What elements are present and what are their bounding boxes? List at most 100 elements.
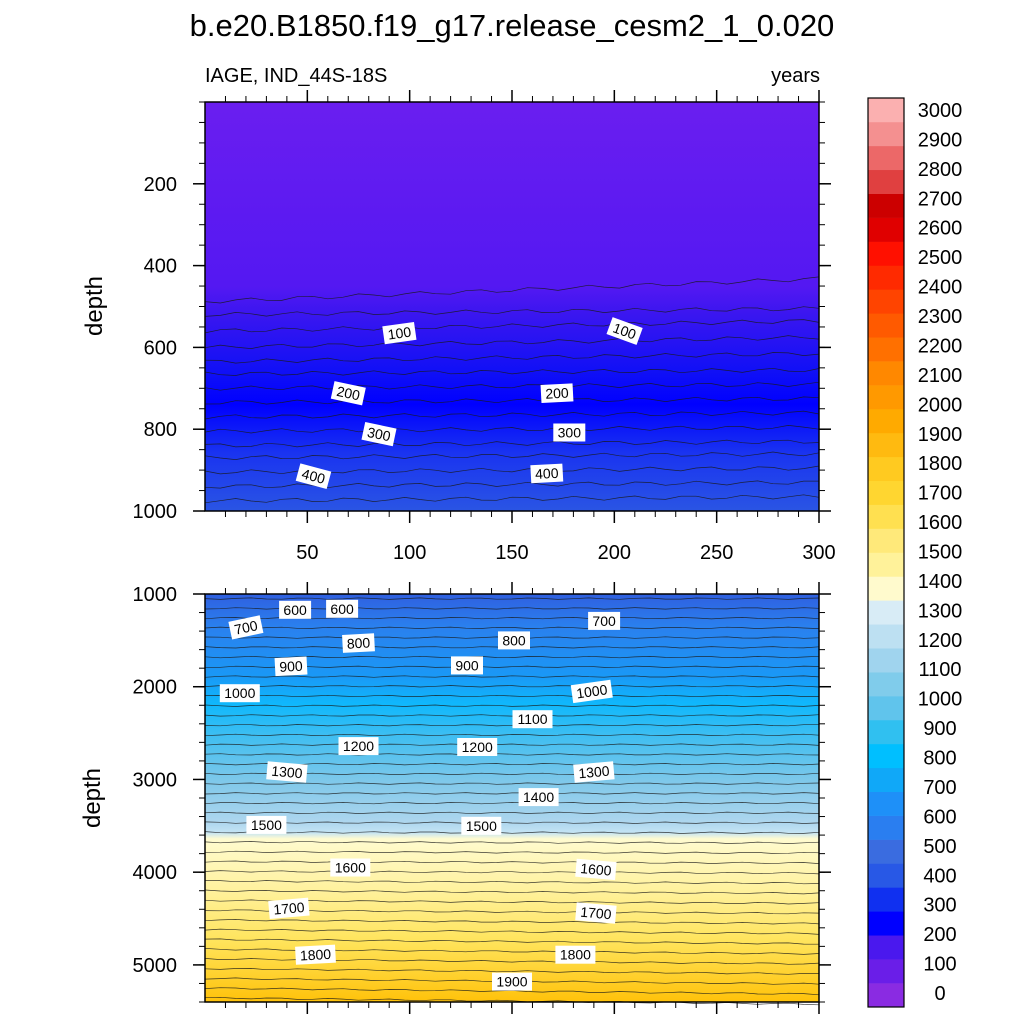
contour-label-text: 1300	[271, 763, 304, 782]
y-tick-label: 3000	[133, 769, 178, 791]
contour-label-bg	[330, 381, 366, 406]
colorbar-label: 100	[923, 954, 956, 976]
contour-line	[204, 870, 820, 875]
contour-label-text: 100	[611, 319, 639, 342]
contour-label-bg	[451, 656, 483, 675]
x-tick-label: 50	[296, 542, 318, 564]
x-tick-label: 150	[495, 542, 528, 564]
colorbar-label: 1800	[918, 453, 963, 475]
contour-label: 900	[451, 656, 483, 675]
contour-label-text: 1100	[517, 711, 547, 727]
colorbar-swatch	[868, 696, 904, 721]
contour-label-bg	[295, 944, 336, 965]
contour-line	[204, 425, 820, 434]
colorbar-swatch	[868, 98, 904, 123]
contour-line	[204, 451, 820, 460]
contour-line	[204, 494, 820, 504]
colorbar-label: 2600	[918, 218, 963, 240]
contour-label-bg	[498, 631, 530, 650]
lower-ylabel: depth	[79, 768, 106, 828]
colorbar-swatch	[868, 791, 904, 816]
colorbar-swatch	[868, 480, 904, 505]
colorbar-swatch	[868, 265, 904, 290]
contour-label-bg	[246, 815, 287, 834]
contour-line	[204, 704, 820, 707]
lower-plot-fill	[205, 594, 819, 1002]
colorbar-swatch	[868, 600, 904, 625]
colorbar-swatch	[868, 863, 904, 888]
y-tick-label: 600	[144, 337, 177, 359]
y-tick-label: 4000	[133, 862, 178, 884]
contour-line	[204, 763, 820, 766]
contour-line	[204, 753, 820, 756]
upper-ticks: 200 400 600 800 1000 50 100 150 200 250 300	[133, 90, 836, 564]
contour-label-text: 1000	[224, 685, 255, 701]
colorbar-label: 500	[923, 836, 956, 858]
contour-label-text: 600	[283, 602, 307, 618]
colorbar-label: 800	[923, 748, 956, 770]
colorbar-label: 1500	[918, 542, 963, 564]
colorbar-swatch	[868, 648, 904, 673]
contour-label: 1300	[573, 761, 615, 783]
contour-label-bg	[530, 463, 564, 484]
contour-line	[204, 724, 819, 727]
contour-label: 100	[606, 317, 643, 345]
contour-label-text: 700	[233, 617, 259, 638]
colorbar-frame	[867, 97, 905, 1008]
contour-line	[204, 968, 819, 975]
colorbar-swatch	[868, 911, 904, 936]
contour-label-bg	[279, 600, 312, 619]
y-tick-label: 2000	[133, 677, 178, 699]
colorbar-label: 2700	[918, 188, 963, 210]
y-tick-label: 800	[144, 419, 177, 441]
lower-plot-frame	[204, 593, 820, 1003]
contour-label: 1100	[512, 710, 553, 729]
colorbar-label: 900	[923, 718, 956, 740]
contour-label-bg	[330, 858, 371, 877]
colorbar-swatch	[868, 935, 904, 960]
contour-label: 1200	[457, 738, 498, 756]
contour-line	[204, 743, 820, 746]
contour-line	[204, 802, 820, 805]
colorbar-swatch	[868, 385, 904, 410]
contour-label-bg	[512, 710, 553, 729]
x-tick-label: 300	[802, 542, 835, 564]
colorbar-label: 2200	[918, 336, 963, 358]
upper-panel: 200 400 600 800 1000 50 100 150 200 250 300 100 100…	[81, 90, 836, 564]
contour-label-text: 800	[502, 632, 526, 648]
contour-line	[204, 626, 820, 629]
contour-label: 400	[295, 463, 332, 490]
contour-label-bg	[295, 463, 332, 490]
contour-label: 1400	[518, 788, 559, 807]
contour-label-bg	[588, 611, 621, 630]
contour-line	[204, 694, 820, 698]
contour-label-bg	[338, 737, 379, 756]
contour-line	[204, 841, 820, 844]
contour-label: 1500	[461, 816, 502, 835]
contour-line	[204, 850, 820, 854]
contour-label-text: 800	[346, 634, 370, 651]
colorbar-label: 1100	[918, 659, 961, 681]
contour-line	[204, 396, 820, 405]
contour-label: 900	[274, 656, 308, 677]
contour-label: 800	[498, 631, 530, 650]
colorbar-label: 1400	[918, 571, 963, 593]
contour-line	[204, 352, 820, 364]
contour-label-bg	[553, 423, 586, 442]
contour-label: 1800	[295, 944, 336, 965]
colorbar-label: 3000	[918, 100, 963, 122]
colorbar-swatch	[868, 289, 904, 314]
colorbar: 0 100 200 300 400 500 600 700 800 900 1000 1100 1200…	[867, 97, 963, 1008]
colorbar-swatch	[868, 504, 904, 529]
contour-label-text: 1000	[575, 681, 608, 701]
colorbar-label: 2900	[918, 129, 963, 151]
contour-label-bg	[361, 421, 397, 447]
lower-panel: 1000 2000 3000 4000 5000 600 600 700 700 800 800 9…	[79, 582, 831, 1014]
colorbar-label: 2400	[918, 277, 963, 299]
contour-line	[204, 714, 820, 717]
colorbar-label: 0	[934, 983, 945, 1005]
contour-label-text: 1600	[580, 860, 613, 879]
contour-label: 1800	[555, 945, 596, 964]
